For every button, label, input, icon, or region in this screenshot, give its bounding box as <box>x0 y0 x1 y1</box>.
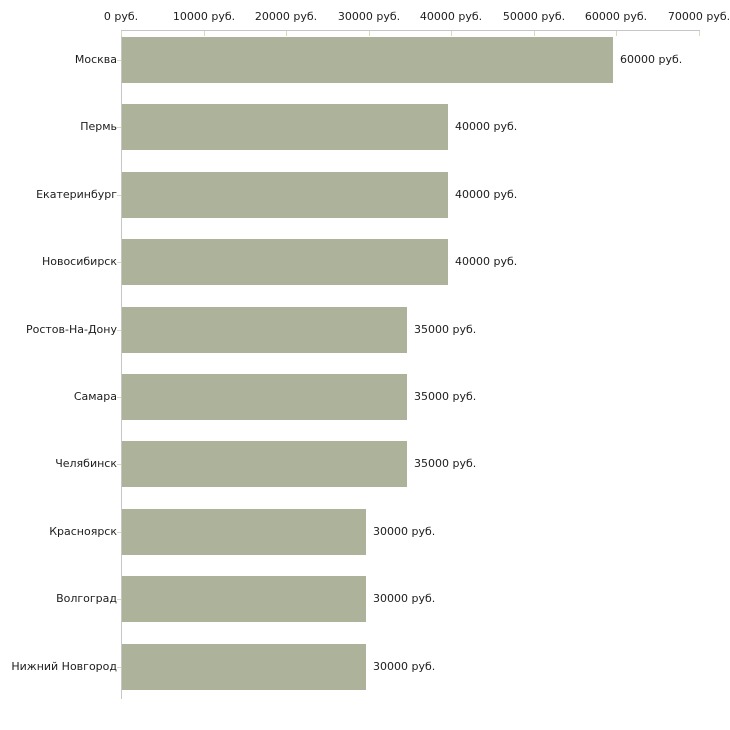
category-label: Челябинск <box>55 457 117 470</box>
bar <box>122 644 366 690</box>
bar <box>122 104 448 150</box>
x-axis-tick-label: 20000 руб. <box>254 10 318 23</box>
x-axis-tick <box>204 31 205 36</box>
category-label: Нижний Новгород <box>11 660 117 673</box>
x-axis-tick-label: 60000 руб. <box>584 10 648 23</box>
x-axis-tick <box>369 31 370 36</box>
y-axis-tick <box>117 667 121 668</box>
x-axis-line <box>121 30 700 31</box>
category-label: Волгоград <box>56 592 117 605</box>
bar <box>122 441 407 487</box>
category-label: Ростов-На-Дону <box>25 323 117 336</box>
category-label: Новосибирск <box>41 255 117 268</box>
x-axis-tick-label: 0 руб. <box>103 10 139 23</box>
y-axis-tick <box>117 532 121 533</box>
bar-value-label: 60000 руб. <box>620 53 683 66</box>
x-axis-tick-label: 30000 руб. <box>337 10 401 23</box>
bar <box>122 307 407 353</box>
bar-value-label: 30000 руб. <box>373 525 436 538</box>
y-axis-tick <box>117 330 121 331</box>
bar <box>122 509 366 555</box>
y-axis-tick <box>117 195 121 196</box>
category-label: Екатеринбург <box>36 188 117 201</box>
bar-value-label: 30000 руб. <box>373 660 436 673</box>
y-axis-tick <box>117 599 121 600</box>
bar-value-label: 30000 руб. <box>373 592 436 605</box>
category-label: Самара <box>73 390 117 403</box>
x-axis-tick <box>616 31 617 36</box>
bar-value-label: 35000 руб. <box>414 390 477 403</box>
y-axis-tick <box>117 464 121 465</box>
bar-value-label: 35000 руб. <box>414 323 477 336</box>
bar-value-label: 40000 руб. <box>455 255 518 268</box>
bar-value-label: 40000 руб. <box>455 188 518 201</box>
x-axis-tick <box>451 31 452 36</box>
x-axis-tick <box>286 31 287 36</box>
x-axis-tick-label: 40000 руб. <box>419 10 483 23</box>
y-axis-line <box>121 30 122 699</box>
bar-value-label: 40000 руб. <box>455 120 518 133</box>
y-axis-tick <box>117 60 121 61</box>
x-axis-tick-label: 50000 руб. <box>502 10 566 23</box>
y-axis-tick <box>117 127 121 128</box>
bar <box>122 374 407 420</box>
x-axis-tick <box>121 31 122 36</box>
bar <box>122 239 448 285</box>
y-axis-tick <box>117 397 121 398</box>
x-axis-tick <box>699 31 700 36</box>
y-axis-tick <box>117 262 121 263</box>
category-label: Пермь <box>80 120 117 133</box>
bar <box>122 172 448 218</box>
x-axis-tick-label: 10000 руб. <box>172 10 236 23</box>
bar-value-label: 35000 руб. <box>414 457 477 470</box>
x-axis-tick-label: 70000 руб. <box>667 10 730 23</box>
bar <box>122 576 366 622</box>
bar <box>122 37 613 83</box>
category-label: Красноярск <box>49 525 117 538</box>
category-label: Москва <box>74 53 117 66</box>
x-axis-tick <box>534 31 535 36</box>
